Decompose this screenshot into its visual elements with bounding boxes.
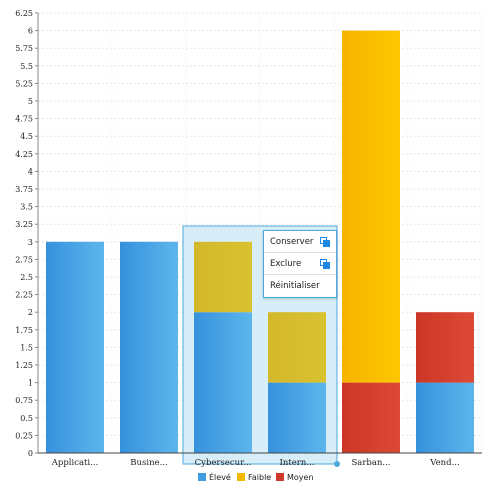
x-tick-label: Applicati... (51, 458, 99, 468)
bar-Élevé-1[interactable] (120, 241, 178, 453)
y-tick-label: 0 (28, 449, 33, 458)
legend-label-1[interactable]: Faible (248, 473, 271, 482)
bar-Élevé-2[interactable] (194, 312, 252, 453)
bar-Élevé-5[interactable] (416, 382, 474, 453)
y-tick-label: 3 (28, 238, 33, 247)
x-tick-label: Busine... (130, 458, 167, 468)
y-tick-label: 5 (28, 97, 33, 106)
y-tick-label: 4 (28, 167, 33, 176)
y-tick-label: 6 (28, 27, 33, 36)
y-tick-label: 0.25 (15, 431, 33, 440)
bar-Moyen-4[interactable] (342, 382, 400, 453)
y-tick-label: 1 (28, 379, 33, 388)
bar-Faible-2[interactable] (194, 241, 252, 313)
legend-label-2[interactable]: Moyen (287, 473, 314, 482)
y-tick-label: 1.25 (15, 361, 33, 370)
keep-label: Conserver (270, 236, 314, 247)
y-tick-label: 1.75 (15, 326, 33, 335)
legend-label-0[interactable]: Élevé (209, 471, 231, 482)
bar-Faible-3[interactable] (268, 312, 326, 383)
exclude-label: Exclure (270, 258, 302, 269)
x-tick-label: Vend... (429, 458, 459, 468)
y-axis: 0 0.25 0.5 0.75 1 1.25 1.5 1.75 2 2.25 2.5 2.75 3 3.2… (15, 9, 39, 458)
selection-resize-handle[interactable] (334, 461, 340, 467)
y-tick-label: 2.75 (15, 255, 33, 264)
y-tick-label: 1.5 (20, 343, 33, 352)
legend-swatch-1[interactable] (237, 473, 245, 481)
y-tick-label: 3.25 (15, 220, 33, 229)
y-tick-label: 4.25 (15, 150, 33, 159)
keep-menu-item[interactable]: Conserver (264, 231, 336, 253)
y-tick-label: 2.25 (15, 291, 33, 300)
y-tick-label: 3.75 (15, 185, 33, 194)
y-tick-label: 5.75 (15, 44, 33, 53)
selection-context-menu: Conserver Exclure Réinitialiser (263, 230, 337, 298)
reset-label: Réinitialiser (270, 281, 320, 291)
exclude-icon (320, 258, 330, 269)
y-tick-label: 2 (28, 308, 33, 317)
y-tick-label: 0.5 (20, 414, 33, 423)
y-tick-label: 5.25 (15, 79, 33, 88)
legend-swatch-0[interactable] (198, 473, 206, 481)
y-tick-label: 5.5 (20, 62, 33, 71)
bar-Élevé-0[interactable] (46, 241, 104, 453)
legend-swatch-2[interactable] (276, 473, 284, 481)
keep-icon (320, 236, 330, 247)
y-tick-label: 3.5 (20, 203, 33, 212)
x-axis: Applicati... Busine... Cybersecur... Intern… (38, 452, 482, 468)
y-tick-label: 0.75 (15, 396, 33, 405)
legend: Élevé Faible Moyen (198, 471, 314, 482)
y-tick-label: 4.75 (15, 115, 33, 124)
bars (46, 30, 474, 453)
y-tick-label: 4.5 (20, 132, 33, 141)
bar-Élevé-3[interactable] (268, 382, 326, 453)
reset-menu-item[interactable]: Réinitialiser (264, 275, 336, 297)
y-tick-label: 2.5 (20, 273, 33, 282)
x-tick-label: Intern... (280, 458, 315, 468)
x-tick-label: Sarban... (351, 458, 390, 468)
bar-Faible-4[interactable] (342, 30, 400, 383)
y-tick-label: 6.25 (15, 9, 33, 18)
x-tick-label: Cybersecur... (195, 458, 252, 468)
exclude-menu-item[interactable]: Exclure (264, 253, 336, 275)
bar-Moyen-5[interactable] (416, 312, 474, 383)
